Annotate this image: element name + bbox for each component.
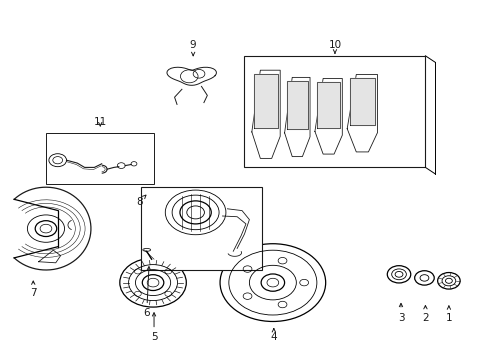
Text: 1: 1 [445, 306, 451, 323]
Text: 2: 2 [421, 306, 428, 323]
Bar [46, 133, 153, 184]
Polygon shape [286, 81, 307, 129]
Circle shape [165, 190, 225, 235]
Polygon shape [254, 74, 277, 127]
Polygon shape [349, 78, 374, 125]
Text: 7: 7 [30, 281, 37, 298]
Polygon shape [317, 82, 339, 128]
Text: 5: 5 [150, 313, 157, 342]
Text: 10: 10 [328, 40, 341, 53]
Text: 9: 9 [189, 40, 196, 56]
Ellipse shape [142, 248, 150, 251]
Text: 6: 6 [143, 267, 150, 318]
Bar [243, 56, 425, 167]
Text: 4: 4 [270, 329, 277, 342]
Circle shape [220, 244, 325, 321]
Text: 8: 8 [136, 195, 145, 207]
Text: 11: 11 [93, 117, 107, 127]
Circle shape [120, 258, 186, 307]
Bar [141, 187, 262, 270]
Text: 3: 3 [397, 303, 404, 323]
